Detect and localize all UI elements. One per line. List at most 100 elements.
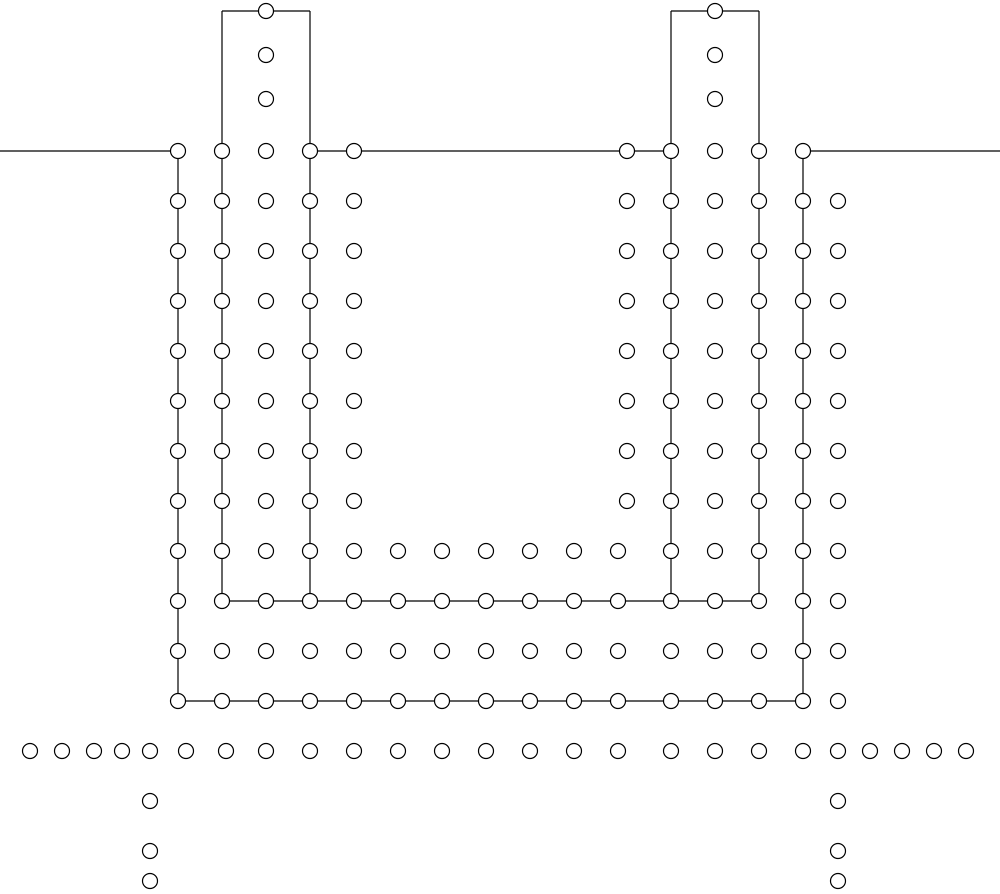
node-circle [708, 394, 723, 409]
node-circle [796, 644, 811, 659]
node-circle [796, 144, 811, 159]
node-circle [303, 344, 318, 359]
node-circle [831, 444, 846, 459]
node-circle [259, 594, 274, 609]
diagram-canvas [0, 0, 1000, 894]
node-circle [171, 544, 186, 559]
node-circle [620, 444, 635, 459]
node-circle [831, 594, 846, 609]
node-circle [435, 644, 450, 659]
node-circle [895, 744, 910, 759]
node-circle [259, 92, 274, 107]
node-circle [215, 344, 230, 359]
node-circle [171, 144, 186, 159]
node-circle [567, 594, 582, 609]
node-circle [347, 544, 362, 559]
node-circle [752, 594, 767, 609]
node-circle [831, 744, 846, 759]
node-circle [796, 444, 811, 459]
node-circle [752, 544, 767, 559]
node-circle [796, 694, 811, 709]
node-circle [303, 144, 318, 159]
node-circle [435, 594, 450, 609]
node-circle [215, 244, 230, 259]
node-circle [347, 194, 362, 209]
node-circle [259, 544, 274, 559]
node-circle [831, 494, 846, 509]
node-circle [664, 194, 679, 209]
node-circle [752, 144, 767, 159]
node-circle [708, 48, 723, 63]
node-circle [831, 874, 846, 889]
node-circle [303, 544, 318, 559]
node-circle [664, 494, 679, 509]
node-circle [796, 744, 811, 759]
node-circle [303, 694, 318, 709]
node-circle [303, 744, 318, 759]
node-circle [567, 544, 582, 559]
node-circle [215, 594, 230, 609]
node-circle [752, 294, 767, 309]
node-circle [259, 694, 274, 709]
node-circle [143, 844, 158, 859]
node-circle [215, 194, 230, 209]
node-circle [259, 394, 274, 409]
node-circle [171, 494, 186, 509]
node-circle [171, 594, 186, 609]
node-circle [708, 344, 723, 359]
node-circle [708, 144, 723, 159]
node-circle [611, 744, 626, 759]
node-circle [708, 444, 723, 459]
node-circles [23, 4, 974, 889]
node-circle [796, 194, 811, 209]
node-circle [611, 544, 626, 559]
node-circle [347, 744, 362, 759]
node-circle [752, 244, 767, 259]
node-circle [391, 694, 406, 709]
node-circle [796, 294, 811, 309]
node-circle [391, 594, 406, 609]
node-circle [171, 694, 186, 709]
node-circle [303, 644, 318, 659]
node-circle [664, 544, 679, 559]
node-circle [796, 244, 811, 259]
node-circle [664, 644, 679, 659]
node-circle [831, 694, 846, 709]
node-circle [303, 244, 318, 259]
node-circle [620, 344, 635, 359]
node-circle [479, 594, 494, 609]
node-circle [347, 444, 362, 459]
node-circle [259, 294, 274, 309]
node-circle [347, 694, 362, 709]
node-circle [215, 294, 230, 309]
node-circle [752, 694, 767, 709]
node-circle [664, 394, 679, 409]
node-circle [831, 794, 846, 809]
node-circle [664, 144, 679, 159]
node-circle [479, 544, 494, 559]
node-circle [391, 544, 406, 559]
node-circle [831, 344, 846, 359]
node-circle [664, 594, 679, 609]
node-circle [347, 294, 362, 309]
node-circle [796, 544, 811, 559]
node-circle [831, 294, 846, 309]
node-circle [664, 344, 679, 359]
node-circle [752, 644, 767, 659]
node-circle [219, 744, 234, 759]
node-circle [708, 4, 723, 19]
node-circle [567, 694, 582, 709]
node-circle [796, 394, 811, 409]
node-circle [611, 694, 626, 709]
node-circle [303, 294, 318, 309]
node-circle [259, 144, 274, 159]
node-circle [391, 644, 406, 659]
node-circle [215, 394, 230, 409]
node-circle [259, 194, 274, 209]
node-circle [523, 544, 538, 559]
node-circle [143, 874, 158, 889]
node-circle [664, 294, 679, 309]
node-circle [664, 444, 679, 459]
node-circle [171, 644, 186, 659]
node-circle [927, 744, 942, 759]
